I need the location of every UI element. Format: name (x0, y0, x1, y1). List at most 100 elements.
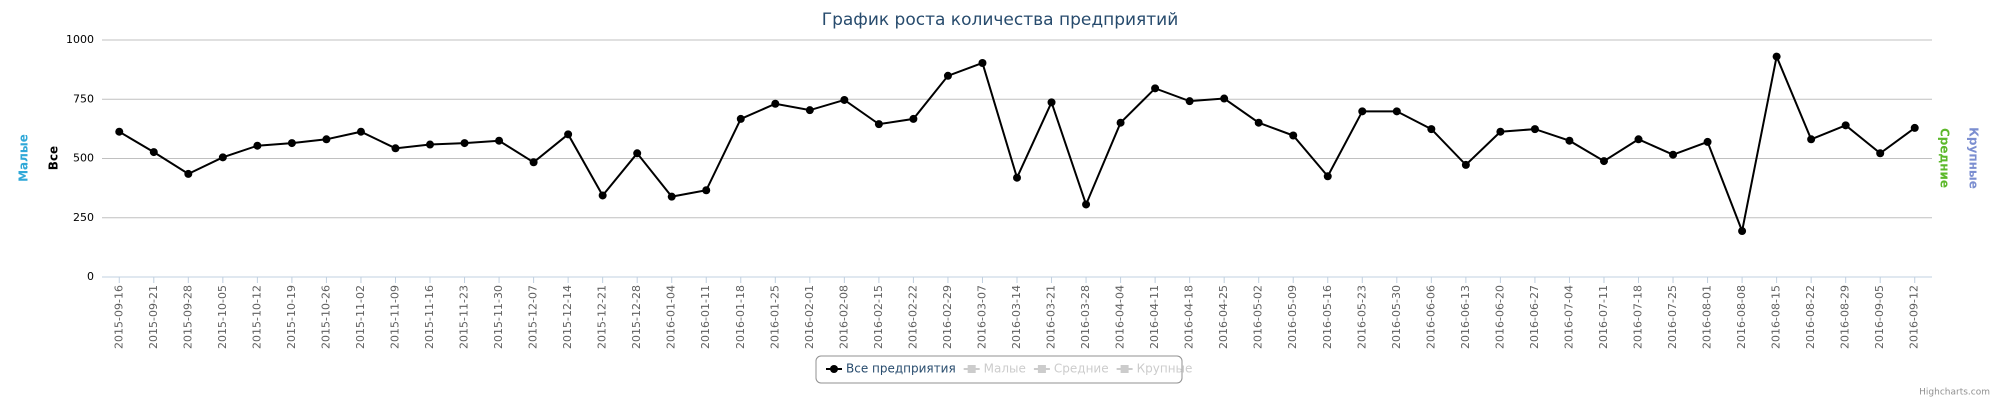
y-axis-title: Все (47, 146, 61, 170)
x-tick-label: 2015-12-21 (596, 285, 609, 349)
point (1323, 172, 1332, 181)
point (1116, 118, 1125, 127)
point (1220, 94, 1229, 103)
point (909, 114, 918, 123)
x-tick-label: 2016-03-07 (975, 285, 988, 349)
x-tick-label: 2016-06-13 (1459, 285, 1472, 349)
x-tick-label: 2016-02-29 (941, 285, 954, 349)
x-tick-label: 2016-06-06 (1424, 285, 1437, 349)
point (287, 139, 296, 148)
x-tick-label: 2016-08-08 (1735, 285, 1748, 349)
x-tick-label: 2016-06-27 (1528, 285, 1541, 349)
point (1082, 200, 1091, 209)
point (426, 140, 435, 149)
x-tick-label: 2016-06-20 (1493, 285, 1506, 349)
x-tick-label: 2015-10-12 (250, 285, 263, 349)
point (184, 169, 193, 178)
x-tick-label: 2016-01-11 (699, 285, 712, 349)
x-tick-label: 2015-12-07 (527, 285, 540, 349)
point (1703, 137, 1712, 146)
x-tick-label: 2016-04-11 (1148, 285, 1161, 349)
x-tick-label: 2015-10-26 (319, 285, 332, 349)
y2-axis-title: Средние (1938, 128, 1952, 188)
y-tick-label: 750 (73, 92, 94, 105)
legend-label[interactable]: Средние (1054, 362, 1109, 376)
point (391, 144, 400, 153)
point (1047, 98, 1056, 107)
x-tick-label: 2016-03-28 (1079, 285, 1092, 349)
x-tick-label: 2016-02-22 (906, 285, 919, 349)
y-tick-label: 1000 (66, 33, 94, 46)
series-line (118, 53, 1916, 235)
x-tick-label: 2016-01-25 (768, 285, 781, 349)
x-tick-label: 2016-04-18 (1183, 285, 1196, 349)
point (1151, 84, 1160, 93)
y-tick-label: 250 (73, 211, 94, 224)
point (149, 148, 158, 157)
legend-label[interactable]: Крупные (1137, 362, 1193, 376)
x-tick-label: 2016-09-12 (1908, 285, 1921, 349)
y-axis-title: Малые (17, 134, 31, 182)
legend-label[interactable]: Малые (984, 362, 1026, 376)
x-tick-label: 2016-05-23 (1355, 285, 1368, 349)
point (598, 191, 607, 200)
point (1599, 157, 1608, 166)
point (805, 106, 814, 115)
point (564, 130, 573, 139)
x-tick-label: 2015-11-16 (423, 285, 436, 349)
x-tick-label: 2016-01-18 (734, 285, 747, 349)
x-tick-label: 2015-10-19 (285, 285, 298, 349)
point (253, 141, 262, 150)
point (322, 135, 331, 144)
x-tick-label: 2016-04-04 (1114, 285, 1127, 349)
x-tick-label: 2015-11-02 (354, 285, 367, 349)
point (1841, 121, 1850, 130)
point (771, 99, 780, 108)
x-tick-label: 2016-08-01 (1701, 285, 1714, 349)
point (943, 71, 952, 80)
point (1669, 150, 1678, 159)
point (495, 136, 504, 145)
x-tick-label: 2015-12-14 (561, 285, 574, 349)
x-tick-label: 2016-07-04 (1562, 285, 1575, 349)
point (1013, 173, 1021, 182)
x-tick-label: 2016-02-01 (803, 285, 816, 349)
point (218, 153, 227, 162)
x-tick-label: 2016-07-25 (1666, 285, 1679, 349)
legend-symbol (830, 365, 838, 373)
point (702, 186, 711, 195)
x-tick-label: 2016-07-18 (1632, 285, 1645, 349)
point (1738, 227, 1747, 236)
x-tick-label: 2016-08-22 (1804, 285, 1817, 349)
x-tick-label: 2016-05-09 (1286, 285, 1299, 349)
x-tick-label: 2016-03-21 (1045, 285, 1058, 349)
x-tick-label: 2016-03-14 (1010, 285, 1023, 349)
x-tick-label: 2016-09-05 (1873, 285, 1886, 349)
point (1565, 136, 1574, 145)
x-tick-label: 2016-01-04 (665, 285, 678, 349)
point (115, 127, 124, 136)
point (736, 114, 745, 123)
x-tick-label: 2016-04-25 (1217, 285, 1230, 349)
point (1634, 135, 1643, 144)
x-tick-label: 2016-05-16 (1321, 285, 1334, 349)
x-tick-label: 2015-10-05 (216, 285, 229, 349)
legend-symbol (1037, 365, 1046, 373)
x-tick-label: 2016-08-29 (1839, 285, 1852, 349)
point (978, 58, 987, 67)
point (633, 149, 642, 158)
y2-axis-title: Крупные (1967, 127, 1981, 189)
point (356, 127, 365, 136)
x-tick-label: 2016-08-15 (1770, 285, 1783, 349)
point (1358, 107, 1367, 116)
point (1427, 125, 1436, 134)
x-tick-label: 2015-09-16 (112, 285, 125, 349)
credits[interactable]: Highcharts.com (1919, 388, 1990, 398)
legend-label[interactable]: Все предприятия (846, 362, 956, 376)
point (1910, 123, 1919, 132)
point (1772, 52, 1781, 61)
x-tick-label: 2015-11-23 (458, 285, 471, 349)
x-tick-label: 2015-09-28 (181, 285, 194, 349)
x-tick-label: 2016-02-08 (837, 285, 850, 349)
